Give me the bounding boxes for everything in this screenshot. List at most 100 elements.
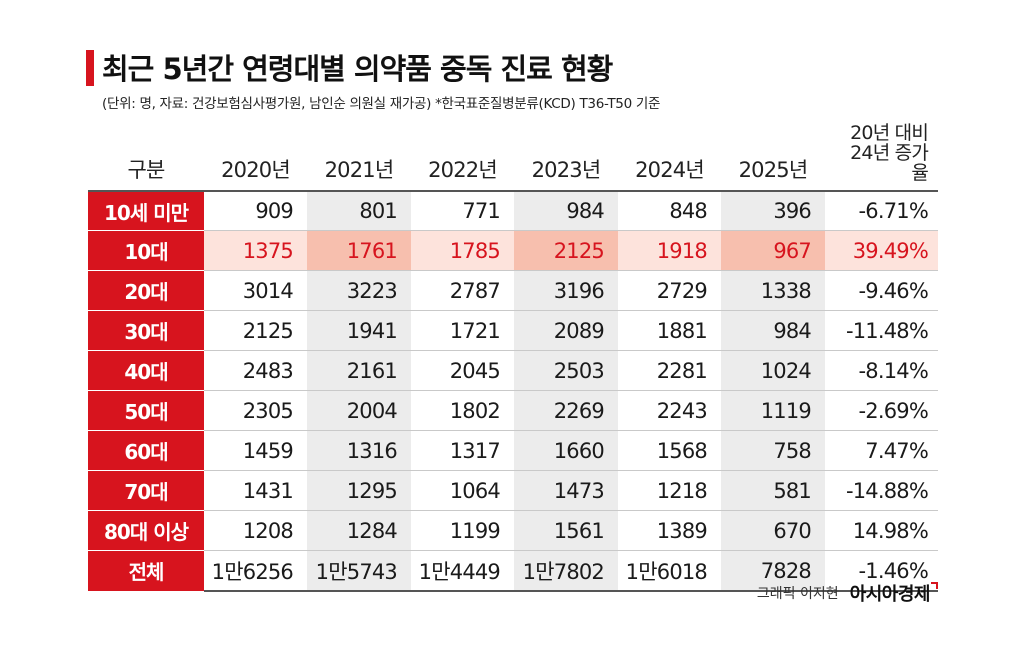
value-cell: 1918 [618, 230, 721, 272]
value-cell: 2281 [618, 350, 721, 392]
value-cell: 967 [721, 230, 825, 272]
table-body: 10세 미만 909 801 771 984 848 396 -6.71% 10대 1375 176… [88, 190, 938, 592]
value-cell: 1199 [411, 510, 514, 552]
growth-rate-cell: 14.98% [825, 510, 938, 552]
table-row: 50대 2305 2004 1802 2269 2243 1119 -2.69% [88, 390, 938, 432]
value-cell: 1561 [514, 510, 618, 552]
row-label: 전체 [88, 550, 204, 592]
col-header-2020: 2020년 [204, 124, 307, 192]
table-row: 10대 1375 1761 1785 2125 1918 967 39.49% [88, 230, 938, 272]
value-cell: 1만7802 [514, 550, 618, 592]
value-cell: 1802 [411, 390, 514, 432]
value-cell: 581 [721, 470, 825, 512]
value-cell: 1만4449 [411, 550, 514, 592]
value-cell: 1431 [204, 470, 307, 512]
value-cell: 3014 [204, 270, 307, 312]
growth-rate-cell: 7.47% [825, 430, 938, 472]
value-cell: 1284 [307, 510, 411, 552]
value-cell: 1941 [307, 310, 411, 352]
value-cell: 2243 [618, 390, 721, 432]
row-label: 30대 [88, 310, 204, 352]
row-label: 10세 미만 [88, 190, 204, 232]
table-row: 40대 2483 2161 2045 2503 2281 1024 -8.14% [88, 350, 938, 392]
value-cell: 1064 [411, 470, 514, 512]
value-cell: 2089 [514, 310, 618, 352]
value-cell: 984 [721, 310, 825, 352]
col-header-2022: 2022년 [411, 124, 514, 192]
value-cell: 2004 [307, 390, 411, 432]
value-cell: 2125 [514, 230, 618, 272]
table-row: 30대 2125 1941 1721 2089 1881 984 -11.48% [88, 310, 938, 352]
chart-title: 최근 5년간 연령대별 의약품 중독 진료 현황 [102, 52, 613, 86]
value-cell: 1761 [307, 230, 411, 272]
table-row: 70대 1431 1295 1064 1473 1218 581 -14.88% [88, 470, 938, 512]
row-label: 70대 [88, 470, 204, 512]
graphic-credit: 그래픽 이지현 [756, 586, 839, 602]
value-cell: 1459 [204, 430, 307, 472]
growth-rate-cell: -14.88% [825, 470, 938, 512]
value-cell: 2503 [514, 350, 618, 392]
table-row: 20대 3014 3223 2787 3196 2729 1338 -9.46% [88, 270, 938, 312]
table-row: 80대 이상 1208 1284 1199 1561 1389 670 14.98% [88, 510, 938, 552]
value-cell: 2305 [204, 390, 307, 432]
value-cell: 1024 [721, 350, 825, 392]
value-cell: 2045 [411, 350, 514, 392]
growth-rate-cell: -1.46% [825, 550, 938, 592]
row-label: 50대 [88, 390, 204, 432]
col-header-2024: 2024년 [618, 124, 721, 192]
value-cell: 2787 [411, 270, 514, 312]
growth-rate-cell: -2.69% [825, 390, 938, 432]
value-cell: 1568 [618, 430, 721, 472]
value-cell: 1389 [618, 510, 721, 552]
value-cell: 1만5743 [307, 550, 411, 592]
value-cell: 670 [721, 510, 825, 552]
value-cell: 1317 [411, 430, 514, 472]
title-accent-bar [86, 50, 94, 86]
table-row: 60대 1459 1316 1317 1660 1568 758 7.47% [88, 430, 938, 472]
value-cell: 1만6256 [204, 550, 307, 592]
row-label: 40대 [88, 350, 204, 392]
growth-rate-cell: -6.71% [825, 190, 938, 232]
value-cell: 1만6018 [618, 550, 721, 592]
value-cell: 396 [721, 190, 825, 232]
growth-rate-cell: -11.48% [825, 310, 938, 352]
value-cell: 909 [204, 190, 307, 232]
value-cell: 1881 [618, 310, 721, 352]
value-cell: 848 [618, 190, 721, 232]
value-cell: 1785 [411, 230, 514, 272]
growth-rate-cell: 39.49% [825, 230, 938, 272]
brand-corner-icon [931, 582, 938, 589]
row-label: 20대 [88, 270, 204, 312]
col-header-growth-rate: 20년 대비 24년 증가율 [825, 123, 938, 192]
value-cell: 3223 [307, 270, 411, 312]
col-header-category: 구분 [88, 124, 204, 192]
value-cell: 1721 [411, 310, 514, 352]
col-header-2021: 2021년 [307, 124, 411, 192]
value-cell: 984 [514, 190, 618, 232]
value-cell: 1473 [514, 470, 618, 512]
value-cell: 1208 [204, 510, 307, 552]
value-cell: 2483 [204, 350, 307, 392]
row-label: 60대 [88, 430, 204, 472]
value-cell: 2125 [204, 310, 307, 352]
data-table: 구분 2020년 2021년 2022년 2023년 2024년 2025년 2… [88, 123, 938, 592]
footer: 그래픽 이지현 아시아경제 [757, 580, 938, 606]
value-cell: 1375 [204, 230, 307, 272]
value-cell: 771 [411, 190, 514, 232]
value-cell: 2161 [307, 350, 411, 392]
value-cell: 758 [721, 430, 825, 472]
growth-rate-cell: -9.46% [825, 270, 938, 312]
value-cell: 3196 [514, 270, 618, 312]
value-cell: 1295 [307, 470, 411, 512]
value-cell: 2729 [618, 270, 721, 312]
value-cell: 801 [307, 190, 411, 232]
value-cell: 2269 [514, 390, 618, 432]
chart-subtitle: (단위: 명, 자료: 건강보험심사평가원, 남인순 의원실 재가공) *한국표… [102, 96, 661, 112]
row-label: 10대 [88, 230, 204, 272]
value-cell: 7828 [721, 550, 825, 592]
value-cell: 1338 [721, 270, 825, 312]
value-cell: 1316 [307, 430, 411, 472]
col-header-2023: 2023년 [514, 124, 618, 192]
value-cell: 1119 [721, 390, 825, 432]
brand-logo: 아시아경제 [849, 584, 931, 605]
